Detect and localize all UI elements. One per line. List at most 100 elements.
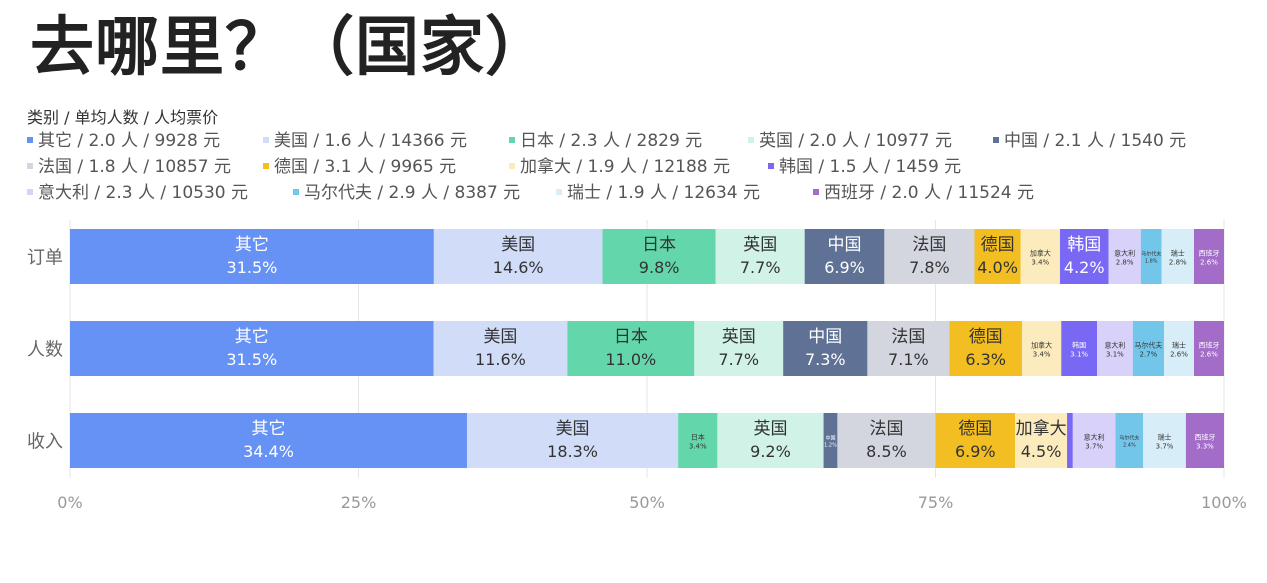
legend-row-3: 意大利 / 2.3 人 / 10530 元 马尔代夫 / 2.9 人 / 8387… [27,180,1257,206]
data-label-name: 中国 [825,435,835,442]
data-label-name: 美国 [556,419,590,439]
data-label-value: 11.6% [475,350,526,369]
bar-segment [567,321,695,376]
bar-segment [694,321,784,376]
legend-swatch [748,137,754,143]
bar-segment [1193,229,1224,284]
data-label-value: 2.8% [1116,259,1134,267]
data-label-name: 中国 [828,235,862,255]
legend-item[interactable]: 其它 / 2.0 人 / 9928 元 [27,128,220,154]
data-label-value: 3.7% [1085,443,1103,451]
bar-segment [1015,413,1068,468]
legend-swatch [263,137,269,143]
data-label-value: 3.1% [1106,351,1124,359]
bar-segment [1020,229,1060,284]
data-label-value: 3.4% [689,443,707,451]
bar-segment [1132,321,1164,376]
data-label-value: 14.6% [493,258,544,277]
bar-segment [678,413,718,468]
data-label-name: 英国 [743,235,777,255]
data-label-name: 马尔代夫 [1141,251,1161,258]
bar-segment [1115,413,1144,468]
legend-label: 英国 / 2.0 人 / 10977 元 [759,131,952,151]
data-label-name: 韩国 [1072,341,1086,350]
data-label-value: 3.7% [1156,443,1174,451]
data-label-name: 法国 [869,419,903,439]
legend-swatch [27,137,33,143]
legend-swatch [813,189,819,195]
x-tick-label: 50% [629,493,665,512]
bar-segment [70,413,467,468]
data-label-value: 2.8% [1169,259,1187,267]
bar-segment [1072,413,1116,468]
data-label-name: 德国 [981,235,1015,255]
legend-item[interactable]: 马尔代夫 / 2.9 人 / 8387 元 [293,180,520,206]
legend-item[interactable]: 西班牙 / 2.0 人 / 11524 元 [813,180,1034,206]
legend-label: 意大利 / 2.3 人 / 10530 元 [38,183,248,203]
data-label-value: 6.9% [955,442,996,461]
data-label-name: 法国 [891,327,925,347]
data-label-name: 韩国 [1067,235,1101,255]
legend-item[interactable]: 瑞士 / 1.9 人 / 12634 元 [556,180,760,206]
x-tick-label: 25% [341,493,377,512]
data-label-name: 意大利 [1084,433,1105,442]
data-label-name: 西班牙 [1194,433,1215,442]
legend-item[interactable]: 英国 / 2.0 人 / 10977 元 [748,128,952,154]
legend-item[interactable]: 法国 / 1.8 人 / 10857 元 [27,154,231,180]
data-label-name: 中国 [808,327,842,347]
data-label-value: 11.0% [605,350,656,369]
data-label-value: 8.5% [866,442,907,461]
data-label-name: 马尔代夫 [1134,341,1162,350]
data-label-value: 31.5% [227,258,278,277]
data-label-value: 31.5% [226,350,277,369]
bar-segment [70,229,434,284]
legend-label: 美国 / 1.6 人 / 14366 元 [274,131,467,151]
data-label-name: 美国 [501,235,535,255]
legend-item[interactable]: 意大利 / 2.3 人 / 10530 元 [27,180,248,206]
legend-swatch [27,163,33,169]
legend-item[interactable]: 美国 / 1.6 人 / 14366 元 [263,128,467,154]
data-label-value: 3.3% [1196,443,1214,451]
data-label-value: 7.8% [909,258,950,277]
bar-segment [466,413,679,468]
legend-item[interactable]: 加拿大 / 1.9 人 / 12188 元 [509,154,730,180]
data-label-name: 西班牙 [1198,249,1219,258]
bar-segment [1143,413,1186,468]
data-label-value: 18.3% [547,442,598,461]
bar-segment [1059,229,1109,284]
data-label-value: 1.8% [1145,259,1158,265]
legend-swatch [509,163,515,169]
data-label-name: 美国 [483,327,517,347]
legend: 其它 / 2.0 人 / 9928 元 美国 / 1.6 人 / 14366 元 日… [27,128,1257,206]
bar-segment [1185,413,1224,468]
legend-item[interactable]: 中国 / 2.1 人 / 1540 元 [993,128,1186,154]
data-label-value: 2.7% [1140,351,1158,359]
data-label-value: 4.2% [1064,258,1105,277]
data-label-value: 6.9% [824,258,865,277]
legend-swatch [556,189,562,195]
data-label-name: 加拿大 [1030,249,1051,258]
data-label-value: 6.3% [965,350,1006,369]
category-label: 收入 [27,432,63,453]
bar-segment [1022,321,1062,376]
legend-item[interactable]: 日本 / 2.3 人 / 2829 元 [509,128,702,154]
legend-label: 韩国 / 1.5 人 / 1459 元 [779,157,962,177]
legend-label: 马尔代夫 / 2.9 人 / 8387 元 [304,183,521,203]
legend-label: 西班牙 / 2.0 人 / 11524 元 [824,183,1034,203]
bar-segment [433,229,603,284]
data-label-value: 2.4% [1123,443,1136,449]
legend-label: 法国 / 1.8 人 / 10857 元 [38,157,231,177]
data-label-value: 2.6% [1170,351,1188,359]
legend-title: 类别 / 单均人数 / 人均票价 [27,108,219,127]
category-label: 订单 [27,248,63,269]
data-label-value: 34.4% [243,442,294,461]
bar-segment [804,229,885,284]
legend-item[interactable]: 德国 / 3.1 人 / 9965 元 [263,154,456,180]
data-label-name: 加拿大 [1031,341,1052,350]
x-tick-label: 75% [918,493,954,512]
legend-swatch [768,163,774,169]
legend-swatch [27,189,33,195]
legend-item[interactable]: 韩国 / 1.5 人 / 1459 元 [768,154,961,180]
legend-label: 加拿大 / 1.9 人 / 12188 元 [520,157,730,177]
